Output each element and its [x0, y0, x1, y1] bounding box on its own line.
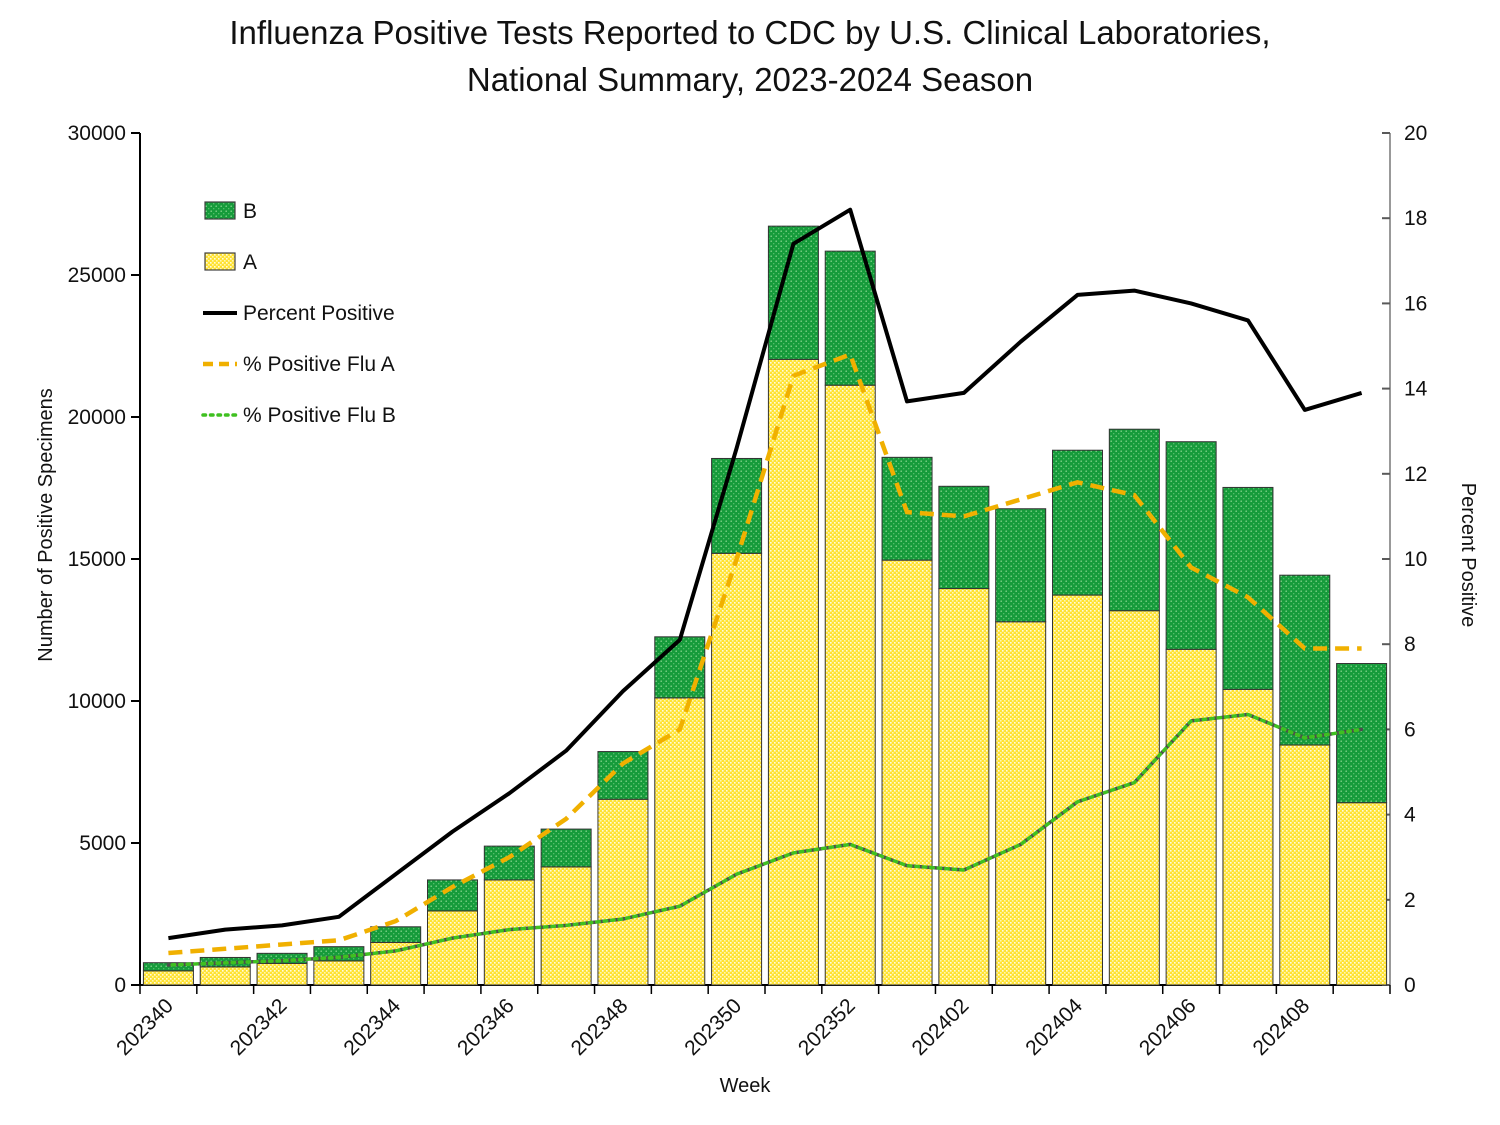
bar-segment-flu-a — [654, 697, 706, 986]
bar-segment-flu-a — [767, 358, 819, 986]
bar-segment-flu-a — [142, 970, 194, 986]
y-right-tick-label: 4 — [1404, 804, 1416, 827]
y-left-tick-label: 5000 — [79, 832, 126, 855]
bar-segment-flu-a — [597, 798, 649, 986]
y-left-tick-label: 15000 — [68, 548, 126, 571]
legend-label: Percent Positive — [243, 302, 395, 325]
bar-segment-flu-b — [370, 926, 422, 943]
bar-segment-flu-a — [1108, 610, 1160, 986]
chart-title-line1: Influenza Positive Tests Reported to CDC… — [229, 14, 1271, 51]
bar-segment-flu-b — [483, 845, 535, 881]
chart-title-line2: National Summary, 2023-2024 Season — [466, 60, 1034, 98]
bar-segment-flu-b — [1052, 449, 1103, 596]
bar-segment-flu-a — [313, 960, 365, 986]
y-right-tick-label: 2 — [1404, 889, 1416, 912]
legend-label: B — [243, 200, 257, 223]
bar-segment-flu-b — [427, 879, 478, 912]
legend-swatch-a — [204, 252, 236, 271]
x-tick-label: 202404 — [1021, 994, 1087, 1060]
flu-a-percent-line — [168, 351, 1362, 956]
y-left-tick-label: 0 — [114, 974, 126, 997]
y-right-tick-label: 20 — [1404, 122, 1427, 145]
y-right-tick-label: 0 — [1404, 974, 1416, 997]
flu-b-percent-line — [166, 712, 1364, 967]
x-tick-label: 202406 — [1135, 994, 1201, 1060]
x-tick-label: 202346 — [453, 994, 519, 1060]
bar-segment-flu-b — [995, 508, 1047, 623]
x-tick-label: 202402 — [908, 994, 974, 1060]
bar-segment-flu-a — [370, 941, 422, 986]
bar-segment-flu-a — [995, 621, 1047, 986]
bar-segment-flu-b — [654, 636, 706, 699]
bar-segment-flu-a — [938, 588, 990, 986]
bar-segment-flu-a — [1279, 744, 1331, 986]
x-tick-label: 202348 — [567, 994, 633, 1060]
x-tick-label: 202344 — [339, 994, 405, 1060]
bar-segment-flu-b — [142, 962, 194, 972]
legend-swatch-b — [204, 201, 236, 220]
bar-segment-flu-a — [199, 966, 251, 986]
bar-segment-flu-a — [427, 910, 478, 986]
bar-segment-flu-a — [256, 962, 308, 986]
legend-label: % Positive Flu B — [243, 404, 396, 427]
bar-segment-flu-b — [540, 828, 592, 868]
x-axis-title: Week — [720, 1075, 772, 1097]
x-tick-label: 202340 — [112, 994, 178, 1060]
y-axis-left-title: Number of Positive Specimens — [35, 388, 57, 661]
y-right-tick-label: 10 — [1404, 548, 1427, 571]
y-left-tick-label: 20000 — [68, 406, 126, 429]
percent-positive-line — [168, 207, 1363, 941]
bar-segment-flu-b — [938, 485, 990, 590]
x-tick-label: 202350 — [680, 994, 746, 1060]
bar-segment-flu-b — [1165, 441, 1217, 650]
bar-segment-flu-b — [824, 250, 876, 386]
bar-segment-flu-a — [881, 559, 933, 986]
y-right-tick-label: 12 — [1404, 463, 1427, 486]
y-right-tick-label: 6 — [1404, 718, 1416, 741]
bar-segment-flu-b — [1279, 574, 1331, 746]
x-tick-label: 202352 — [794, 994, 860, 1060]
bar-segment-flu-b — [597, 751, 649, 800]
bar-segment-flu-a — [711, 552, 763, 986]
y-axis-right-title: Percent Positive — [1457, 483, 1479, 628]
y-left-tick-label: 10000 — [68, 690, 126, 713]
y-right-tick-label: 14 — [1404, 378, 1428, 401]
x-tick-label: 202342 — [226, 994, 292, 1060]
legend-label: A — [243, 251, 257, 274]
bar-segment-flu-a — [824, 384, 876, 986]
bar-segment-flu-a — [1336, 802, 1388, 986]
bar-segment-flu-a — [1052, 594, 1103, 986]
chart-title: Influenza Positive Tests Reported to CDC… — [0, 10, 1500, 104]
y-right-tick-label: 8 — [1404, 633, 1416, 656]
legend-label: % Positive Flu A — [243, 353, 395, 376]
bar-segment-flu-a — [1222, 688, 1274, 986]
y-left-tick-label: 30000 — [68, 122, 126, 145]
y-right-tick-label: 16 — [1404, 292, 1427, 315]
bar-segment-flu-a — [1165, 648, 1217, 986]
x-tick-label: 202408 — [1248, 994, 1314, 1060]
y-left-tick-label: 25000 — [68, 264, 126, 287]
y-right-tick-label: 18 — [1404, 207, 1427, 230]
